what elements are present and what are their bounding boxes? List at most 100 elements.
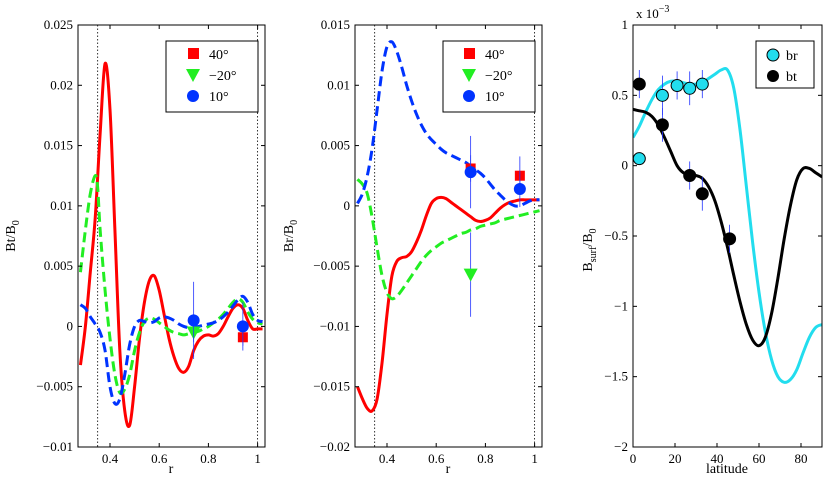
data-point-circle	[695, 77, 709, 91]
legend: 40° −20° 10°	[442, 40, 536, 113]
data-point-circle	[723, 232, 737, 246]
series-line-40°	[356, 195, 540, 413]
y-scale-multiplier: x 10−3	[636, 4, 669, 21]
data-point-circle	[464, 166, 477, 179]
x-ticks: 0.4 0.6 0.8 1	[379, 25, 538, 466]
y-tick-label: 0.005	[44, 258, 73, 273]
y-tick-label: 0.01	[327, 77, 350, 92]
y-tick-label: −2	[614, 439, 628, 454]
y-tick-label: −0.015	[313, 379, 350, 394]
x-tick-label: 0.4	[379, 451, 396, 466]
data-point-circle	[683, 169, 697, 183]
legend-label-bt: bt	[786, 70, 797, 85]
series-lines	[633, 67, 822, 384]
legend-label-neg20: −20°	[209, 69, 237, 84]
y-tick-label: −0.01	[43, 439, 73, 454]
y-tick-label: −0.005	[313, 258, 350, 273]
panel-bsurf: −2 −1.5 −1 −0.5 0 0.5 1 0 20 40 60 80 latitude x 1…	[581, 4, 823, 477]
x-tick-label: 0.6	[428, 451, 445, 466]
series-line-bt	[633, 107, 822, 348]
legend-marker-40	[464, 48, 475, 59]
y-tick-label: −1	[614, 298, 628, 313]
y-tick-label: 0.01	[50, 198, 73, 213]
series-lines	[78, 61, 263, 428]
data-point-circle	[655, 88, 669, 102]
y-tick-label: 0.02	[50, 77, 73, 92]
legend: br bt	[755, 40, 815, 89]
legend-box	[442, 40, 536, 113]
y-tick-label: 0	[344, 198, 351, 213]
legend-label-10: 10°	[485, 90, 505, 105]
legend-label-br: br	[786, 49, 798, 64]
x-tick-label: 0.4	[102, 451, 119, 466]
y-axis-label: Bt/B0	[4, 220, 22, 251]
series-line-10°	[356, 40, 540, 208]
legend-label-10: 10°	[209, 90, 229, 105]
x-axis-label: r	[446, 462, 451, 477]
legend-label-40: 40°	[209, 48, 229, 63]
axes-frame	[77, 24, 266, 448]
legend: 40° −20° 10°	[165, 40, 259, 113]
data-point-circle	[632, 77, 646, 91]
series-line-40°	[78, 61, 263, 428]
series-line-−20°	[78, 174, 263, 396]
legend-marker-neg20	[462, 69, 476, 82]
y-tick-label: 0	[622, 158, 629, 173]
y-tick-label: 0	[67, 318, 74, 333]
y-axis-label: Bsurf/B0	[581, 228, 599, 271]
x-tick-label: 0.8	[200, 451, 216, 466]
data-point-circle	[655, 118, 669, 132]
y-tick-label: −0.005	[36, 379, 73, 394]
legend-marker-40	[188, 48, 199, 59]
x-tick-label: 0.8	[477, 451, 493, 466]
legend-label-40: 40°	[485, 48, 505, 63]
plot-area	[78, 25, 263, 447]
x-tick-label: 0.6	[151, 451, 168, 466]
y-ticks: −0.02 −0.015 −0.01 −0.005 0 0.005 0.01 0.015	[313, 17, 542, 454]
legend-marker-bt	[767, 70, 779, 82]
y-axis-label: Br/B0	[282, 220, 300, 252]
x-axis-label: r	[169, 462, 174, 477]
legend-marker-10	[463, 90, 475, 102]
series-line-10°	[79, 294, 263, 406]
data-point-circle	[632, 152, 646, 166]
x-tick-label: 1	[531, 451, 538, 466]
y-tick-label: 0.5	[612, 87, 628, 102]
x-tick-label: 40	[711, 451, 724, 466]
y-tick-label: 1	[622, 17, 629, 32]
plot-area	[632, 67, 822, 384]
panel-br: −0.02 −0.015 −0.01 −0.005 0 0.005 0.01 0.015 0.…	[282, 17, 543, 477]
y-tick-label: −0.01	[320, 318, 350, 333]
data-point-circle	[670, 78, 684, 92]
y-tick-label: −0.5	[604, 228, 628, 243]
x-ticks: 0.4 0.6 0.8 1	[102, 25, 261, 466]
legend-marker-10	[187, 90, 199, 102]
legend-marker-br	[766, 48, 780, 62]
x-axis-label: latitude	[706, 462, 748, 477]
x-tick-label: 20	[669, 451, 682, 466]
y-tick-label: −0.02	[320, 439, 350, 454]
y-tick-label: 0.015	[321, 17, 350, 32]
y-ticks: −0.01 −0.005 0 0.005 0.01 0.015 0.02 0.025	[36, 17, 265, 454]
data-point-circle	[695, 187, 709, 201]
data-point-triangle	[463, 268, 478, 282]
series-line-−20°	[356, 178, 540, 301]
data-point-circle	[513, 182, 526, 195]
y-tick-label: −1.5	[604, 369, 628, 384]
x-tick-label: 0	[630, 451, 637, 466]
x-tick-label: 1	[254, 451, 261, 466]
legend-label-neg20: −20°	[485, 69, 513, 84]
data-point-circle	[236, 320, 249, 333]
axes-frame	[354, 24, 543, 448]
legend-marker-neg20	[186, 69, 200, 82]
y-tick-label: 0.015	[44, 138, 73, 153]
series-line-br	[633, 67, 822, 384]
y-tick-label: 0.025	[44, 17, 73, 32]
x-tick-label: 80	[795, 451, 808, 466]
x-ticks: 0 20 40 60 80	[630, 25, 808, 466]
data-point-circle	[683, 81, 697, 95]
data-point-circle	[187, 314, 200, 327]
x-tick-label: 60	[753, 451, 766, 466]
